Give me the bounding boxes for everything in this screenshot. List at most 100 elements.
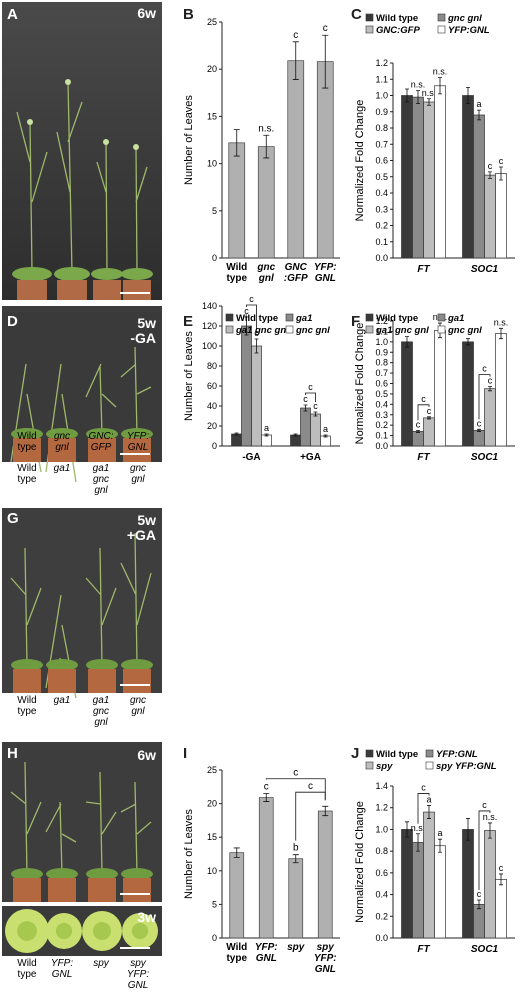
significance-label: c bbox=[293, 30, 298, 41]
pot bbox=[13, 438, 41, 462]
legend-label: gnc gnl bbox=[447, 13, 482, 24]
legend-label: YFP:GNL bbox=[436, 749, 478, 760]
panel-a-label: A bbox=[7, 6, 18, 23]
error-bar bbox=[292, 854, 299, 864]
y-tick-label: 0.8 bbox=[375, 846, 388, 856]
panel-h-genotype-label: GNL bbox=[128, 980, 149, 991]
rosette bbox=[46, 659, 78, 671]
comparison-bracket bbox=[246, 304, 257, 329]
legend-label: ga1 gnc gnl bbox=[235, 325, 289, 336]
rosette bbox=[46, 868, 78, 880]
x-tick-label: YFP: bbox=[314, 953, 337, 964]
legend-label: spy bbox=[376, 761, 393, 772]
y-tick-label: 140 bbox=[202, 301, 217, 311]
significance-label: a bbox=[437, 828, 442, 838]
panel-i-label: I bbox=[183, 745, 188, 762]
error-bar bbox=[405, 88, 409, 103]
pot bbox=[13, 669, 41, 693]
error-bar bbox=[477, 109, 481, 121]
error-bar bbox=[427, 805, 431, 819]
rosette bbox=[11, 868, 43, 880]
panel-a-genotype-label: gnl bbox=[55, 442, 69, 453]
panel-d-genotype-label: ga1 bbox=[93, 463, 110, 474]
significance-label: a bbox=[476, 99, 481, 109]
comparison-bracket bbox=[265, 778, 326, 801]
bar-ga1 bbox=[241, 325, 252, 447]
panel-h-genotype-label: Wild bbox=[17, 958, 36, 969]
error-bar bbox=[427, 416, 431, 420]
y-tick-label: 10 bbox=[207, 159, 217, 169]
x-tick-label: :GFP bbox=[284, 273, 308, 284]
panel-g-age: 5w +GA bbox=[100, 513, 156, 543]
panel-c-chart: 0.0 0.1 0.2 0.3 0.4 0.5 0.6 0.7 0.8 0.9 1.0 1.1 1.2 N… bbox=[354, 13, 515, 275]
x-tick-label: gnc bbox=[256, 262, 275, 273]
y-tick-label: 25 bbox=[207, 17, 217, 27]
error-bar bbox=[466, 818, 470, 841]
panel-b-label: B bbox=[183, 6, 194, 23]
y-tick-label: 1.0 bbox=[375, 824, 388, 834]
y-axis-label: Normalized Fold Change bbox=[354, 801, 366, 923]
error-bar bbox=[438, 838, 442, 853]
significance-label: n.s. bbox=[258, 123, 274, 134]
rosette bbox=[86, 428, 118, 440]
y-tick-label: 0.7 bbox=[375, 368, 388, 378]
error-bar bbox=[234, 432, 239, 436]
y-tick-label: 10 bbox=[207, 866, 217, 876]
y-axis-label: Normalized Fold Change bbox=[354, 100, 366, 222]
bar-ga1 bbox=[412, 431, 424, 447]
pot bbox=[88, 878, 116, 902]
pot bbox=[48, 438, 76, 462]
panel-g-genotype-label: gnc bbox=[130, 695, 146, 706]
bar bbox=[287, 60, 305, 259]
y-tick-label: 15 bbox=[207, 832, 217, 842]
panel-d-age: 5w -GA bbox=[100, 316, 156, 346]
legend-swatch bbox=[365, 761, 374, 770]
bar bbox=[317, 810, 333, 939]
rosette-center bbox=[55, 922, 73, 940]
legend-swatch bbox=[365, 313, 374, 322]
panel-d-genotype-label: gnc bbox=[93, 474, 109, 485]
error-bar bbox=[499, 327, 503, 340]
legend-swatch bbox=[437, 13, 446, 22]
panel-a-genotype-label: gnc bbox=[54, 431, 70, 442]
stem bbox=[120, 532, 152, 666]
bar-gnc-gnl bbox=[412, 96, 424, 259]
panel-d-genotype-label: type bbox=[18, 474, 37, 485]
significance-label: c bbox=[313, 401, 318, 411]
legend-label: ga1 gnc gnl bbox=[375, 325, 429, 336]
bar-spy-yfp-gnl bbox=[495, 879, 507, 939]
panel-h-genotype-label: spy bbox=[130, 958, 147, 969]
bar bbox=[288, 858, 304, 939]
bar-gnc-gnl bbox=[261, 434, 272, 447]
y-tick-label: 40 bbox=[207, 401, 217, 411]
significance-label: c bbox=[488, 161, 493, 171]
significance-label: c bbox=[416, 419, 421, 429]
significance-label: c bbox=[488, 376, 493, 386]
bracket-label: c bbox=[421, 783, 426, 793]
panel-f-chart: 0.00.10.20.30.40.50.60.70.80.91.01.11.2 N… bbox=[354, 312, 515, 463]
y-tick-label: 120 bbox=[202, 321, 217, 331]
legend-label: Wild type bbox=[376, 749, 418, 760]
error-bar bbox=[244, 316, 249, 336]
panel-h-genotype-label: spy bbox=[93, 958, 110, 969]
x-tick-label: FT bbox=[417, 452, 430, 463]
panel-e-label: E bbox=[183, 313, 194, 330]
significance-label: c bbox=[303, 394, 308, 404]
y-tick-label: 60 bbox=[207, 381, 217, 391]
error-bar bbox=[488, 171, 492, 179]
error-bar bbox=[499, 873, 503, 886]
rosette bbox=[121, 659, 153, 671]
y-tick-label: 0.2 bbox=[375, 911, 388, 921]
comparison-bracket bbox=[417, 793, 430, 824]
bracket-label: c bbox=[308, 781, 313, 792]
y-tick-label: 0.3 bbox=[375, 204, 388, 214]
y-tick-label: 0.3 bbox=[375, 410, 388, 420]
y-tick-label: 0 bbox=[212, 933, 217, 943]
bracket-label: c bbox=[293, 768, 298, 779]
panel-g-label: G bbox=[7, 510, 19, 527]
y-tick-label: 0.6 bbox=[375, 156, 388, 166]
panel-j-label: J bbox=[351, 745, 360, 762]
bracket-label: c bbox=[482, 800, 487, 810]
bar-wild-type bbox=[462, 95, 474, 259]
